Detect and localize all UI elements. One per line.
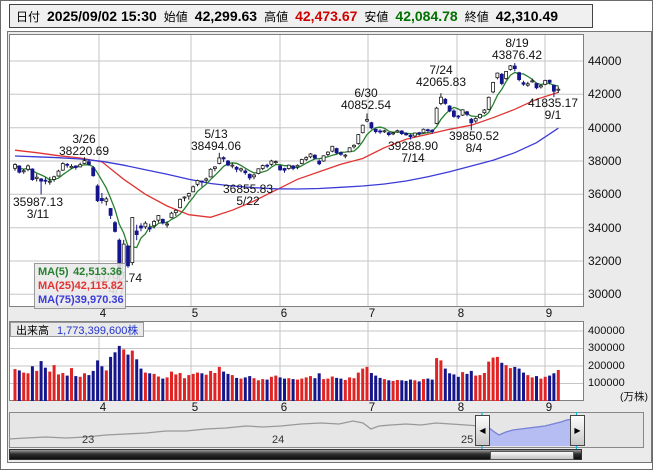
ma-legend-label: MA(5): [38, 266, 69, 278]
month-axis-label: 8: [457, 401, 465, 414]
ma-legend-value: 42,115.82: [74, 280, 124, 292]
price-axis-tick: 38000: [588, 154, 622, 168]
month-axis-label: 6: [280, 401, 288, 414]
month-axis-label: 9: [545, 307, 553, 320]
price-axis-tick: 34000: [588, 220, 622, 235]
open-label: 始値: [163, 9, 188, 24]
ma-legend-row: MA(75) 39,970.36: [38, 293, 124, 307]
price-axis-tick: 36000: [588, 187, 622, 202]
month-axis-label: 8: [457, 307, 465, 320]
volume-axis-tick: 300000: [588, 342, 625, 355]
date-value: 2025/09/02 15:30: [47, 8, 157, 24]
range-navigator[interactable]: [9, 412, 644, 448]
ma-legend-value: 42,513.36: [73, 266, 122, 278]
volume-axis-tick: 100000: [588, 377, 625, 390]
date-label: 日付: [16, 9, 41, 24]
volume-axis-tick: 400000: [588, 324, 625, 337]
ma-legend-row: MA(5) 42,513.36: [38, 265, 122, 279]
price-axis-tick: 44000: [588, 54, 622, 68]
month-axis-label: 4: [99, 307, 107, 320]
nav-year-label: 23: [82, 434, 95, 446]
month-axis-label: 7: [368, 401, 376, 414]
price-axis-tick: 32000: [588, 254, 622, 268]
month-axis-label: 9: [545, 401, 553, 414]
ma-legend-row: MA(25) 42,115.82: [38, 279, 124, 293]
month-axis-label: 6: [280, 307, 288, 320]
ohlc-header: 日付 2025/09/02 15:30 始値 42,299.63 高値 42,4…: [9, 4, 593, 28]
horizontal-scrollbar-track[interactable]: [9, 449, 582, 460]
volume-readout: 出来高 1,773,399,600株: [10, 322, 145, 337]
close-value: 42,310.49: [495, 8, 559, 24]
month-axis-label: 5: [191, 401, 199, 414]
volume-label: 出来高: [16, 324, 49, 337]
nav-year-label: 24: [272, 434, 285, 446]
month-axis-label: 7: [368, 307, 376, 320]
high-value: 42,473.67: [295, 8, 358, 24]
volume-value: 1,773,399,600株: [57, 324, 139, 337]
price-axis-tick: 42000: [588, 87, 622, 102]
close-label: 終値: [464, 9, 489, 24]
month-axis-label: 4: [99, 401, 107, 414]
low-value: 42,084.78: [395, 8, 458, 24]
range-right-arrow-button[interactable]: ▶: [570, 415, 585, 446]
open-value: 42,299.63: [194, 8, 258, 24]
volume-axis-tick: 200000: [588, 359, 625, 372]
ma-legend-label: MA(75): [38, 294, 75, 306]
ma-legend: MA(5) 42,513.36 MA(25) 42,115.82 MA(75) 39,97…: [34, 263, 126, 309]
range-left-arrow-button[interactable]: ◀: [475, 415, 490, 446]
high-label: 高値: [264, 9, 289, 24]
ma-legend-label: MA(25): [38, 280, 75, 292]
month-axis-label: 5: [191, 307, 199, 320]
low-label: 安値: [364, 9, 389, 24]
price-axis-tick: 30000: [588, 287, 622, 302]
price-axis-tick: 40000: [588, 120, 622, 135]
nav-year-label: 25: [461, 434, 474, 446]
ma-legend-value: 39,970.36: [74, 294, 124, 306]
volume-axis-unit: (万株): [620, 391, 648, 403]
horizontal-scrollbar-thumb[interactable]: [490, 451, 574, 460]
